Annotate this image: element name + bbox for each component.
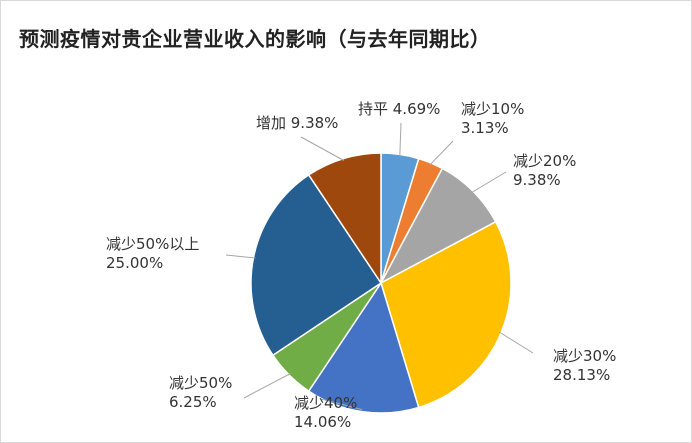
slice-label: 减少50% 6.25% (169, 374, 232, 411)
leader-line (243, 373, 291, 399)
leader-line (429, 140, 454, 166)
leader-line (399, 122, 402, 157)
slice-label: 减少40% 14.06% (294, 394, 357, 431)
pie-slice (307, 152, 382, 286)
leader-line (320, 398, 363, 411)
leader-line (300, 136, 345, 161)
leader-line (225, 254, 256, 259)
pie-slice (307, 281, 420, 414)
chart-title: 预测疫情对贵企业营业收入的影响（与去年同期比） (19, 27, 491, 51)
slice-label: 增加 9.38% (256, 114, 338, 132)
slice-label: 持平 4.69% (358, 100, 440, 118)
slice-label: 减少20% 9.38% (513, 152, 576, 189)
slice-label: 减少10% 3.13% (461, 100, 524, 137)
leader-line (471, 171, 507, 193)
slice-label: 减少50%以上 25.00% (106, 235, 199, 272)
leader-line (498, 331, 534, 354)
slice-label: 减少30% 28.13% (553, 347, 616, 384)
